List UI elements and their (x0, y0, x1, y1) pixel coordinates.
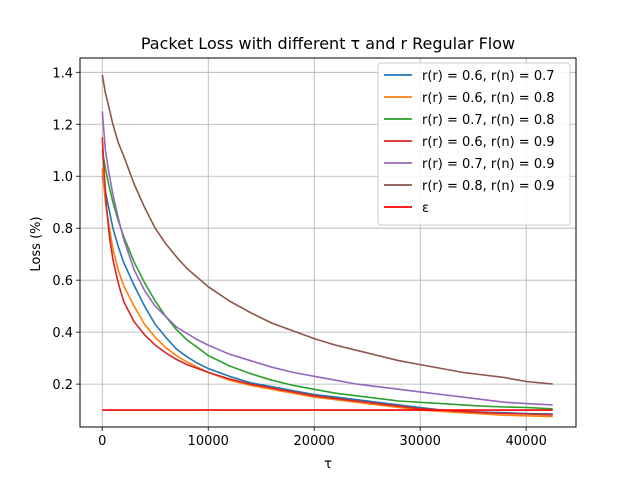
y-axis-label: Loss (%) (29, 216, 44, 271)
y-tick-label: 0.8 (52, 222, 73, 237)
series-line-2 (101, 168, 553, 418)
y-tick-label: 1.4 (52, 66, 73, 81)
x-tick-label: 30000 (400, 434, 441, 449)
legend-label: ε (422, 201, 429, 216)
y-tick-label: 1.2 (52, 118, 73, 133)
x-tick-label: 10000 (188, 434, 229, 449)
x-tick-label: 0 (98, 434, 106, 449)
series-layer (101, 74, 553, 418)
x-tick-label: 20000 (294, 434, 335, 449)
legend-label: r(r) = 0.6, r(n) = 0.8 (422, 91, 555, 106)
x-axis: 0 10000 20000 30000 40000 (98, 427, 547, 449)
y-tick-label: 0.4 (52, 326, 73, 341)
legend-label: r(r) = 0.7, r(n) = 0.8 (422, 113, 555, 128)
y-tick-label: 0.2 (52, 378, 73, 393)
y-tick-label: 0.6 (52, 274, 73, 289)
plot-frame (79, 57, 577, 428)
chart-title: Packet Loss with different τ and r Regul… (141, 34, 515, 53)
legend-frame (377, 62, 571, 226)
series-line-5 (101, 111, 553, 406)
y-tick-label: 1.0 (52, 170, 73, 185)
x-tick-label: 40000 (506, 434, 547, 449)
x-axis-label: τ (324, 457, 332, 472)
legend-label: r(r) = 0.8, r(n) = 0.9 (422, 179, 555, 194)
legend-label: r(r) = 0.7, r(n) = 0.9 (422, 157, 555, 172)
y-axis: 0.2 0.4 0.6 0.8 1.0 1.2 1.4 (52, 66, 80, 393)
legend: r(r) = 0.6, r(n) = 0.7 r(r) = 0.6, r(n) =… (377, 62, 571, 226)
legend-label: r(r) = 0.6, r(n) = 0.7 (422, 69, 555, 84)
legend-label: r(r) = 0.6, r(n) = 0.9 (422, 135, 555, 150)
series-line-6 (101, 74, 553, 385)
